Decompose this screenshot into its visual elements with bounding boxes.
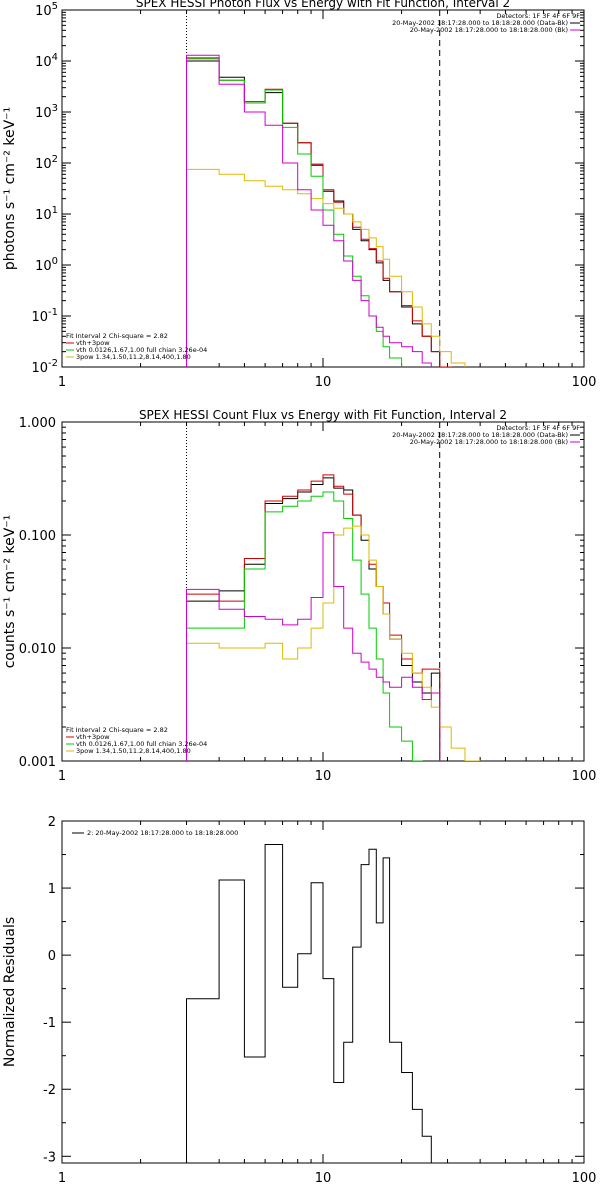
- legend-entry: Fit Interval 2 Chi-square = 2.82: [66, 332, 168, 340]
- y-axis-label: counts s⁻¹ cm⁻² keV⁻¹: [2, 515, 18, 669]
- y-tick-label: 0: [48, 949, 56, 964]
- x-tick-label: 10: [315, 375, 332, 390]
- chart-2: 1 10 100 0.001 0.010 0.100 1.000 SPEX HESSI Cou…: [2, 408, 596, 784]
- legend-entry: vth 0.0126,1.67,1.00 full chian 3.26e-04: [76, 346, 207, 354]
- x-tick-label: 1: [58, 1171, 66, 1186]
- y-tick-label: 1: [48, 882, 56, 897]
- chart-title: SPEX HESSI Photon Flux vs Energy with Fi…: [136, 0, 510, 10]
- legend-entry: Fit Interval 2 Chi-square = 2.82: [66, 726, 168, 734]
- chart-1: 1 10 100 10-2 10-1 100 101 102 103 104 105 SPEX HES…: [2, 0, 596, 390]
- y-tick-label: 2: [48, 815, 56, 830]
- x-tick-label: 100: [572, 769, 597, 784]
- y-tick-label: 102: [35, 154, 58, 172]
- series-data-bk: [186, 477, 441, 761]
- y-tick-label: -3: [43, 1150, 56, 1165]
- y-axis-label: photons s⁻¹ cm⁻² keV⁻¹: [2, 107, 18, 270]
- legend-entry: vth+3pow: [76, 339, 110, 347]
- legend-entry: 20-May-2002 18:17:28.000 to 18:18:28.000…: [410, 26, 568, 34]
- x-tick-label: 10: [315, 769, 332, 784]
- series-3pow: [186, 525, 481, 761]
- legend-entry: 3pow 1.34,1.50,11.2,8.14,400,1.80: [76, 353, 191, 361]
- y-tick-label: 100: [35, 256, 58, 274]
- y-tick-label: 105: [35, 1, 58, 19]
- y-tick-label: 0.001: [19, 755, 56, 770]
- series-vth: [186, 491, 423, 761]
- series-bk: [186, 532, 441, 761]
- series-group: [186, 844, 441, 1163]
- plot-frame: [61, 820, 585, 1164]
- y-tick-label: -2: [43, 1083, 56, 1098]
- y-tick-label: 10-2: [31, 358, 58, 376]
- series-bk: [186, 54, 432, 367]
- series-3pow: [186, 168, 466, 367]
- legend-entry: 20-May-2002 18:17:28.000 to 18:18:28.000…: [392, 431, 568, 439]
- y-tick-label: 104: [35, 52, 58, 70]
- legend-entry: Detectors: 1F 3F 4F 6F 9F: [496, 424, 580, 432]
- y-tick-label: 1.000: [19, 416, 56, 431]
- series-group: [186, 474, 481, 761]
- x-tick-label: 100: [572, 375, 597, 390]
- y-tick-label: 0.010: [19, 642, 56, 657]
- series-residuals: [186, 844, 441, 1163]
- legend-entry: 20-May-2002 18:17:28.000 to 18:18:28.000…: [392, 19, 568, 27]
- legend-entry: vth+3pow: [76, 733, 110, 741]
- chart-title: SPEX HESSI Count Flux vs Energy with Fit…: [139, 408, 507, 422]
- legend-entry: 3pow 1.34,1.50,11.2,8.14,400,1.80: [76, 747, 191, 755]
- legend-entry: vth 0.0126,1.67,1.00 full chian 3.26e-04: [76, 740, 207, 748]
- y-tick-label: 10-1: [31, 307, 58, 325]
- x-tick-label: 100: [572, 1171, 597, 1186]
- y-tick-label: 101: [35, 205, 58, 223]
- series-data-bk: [186, 60, 452, 367]
- chart-3: 1 10 100 -3 -2 -1 0 1 2 Normalized Residuals 2: 20…: [2, 815, 596, 1186]
- series-vth: [186, 58, 403, 367]
- x-tick-label: 10: [315, 1171, 332, 1186]
- y-tick-label: 0.100: [19, 529, 56, 544]
- x-tick-label: 1: [58, 375, 66, 390]
- series-group: [186, 54, 466, 367]
- legend-entry: 20-May-2002 18:17:28.000 to 18:18:28.000…: [410, 438, 568, 446]
- y-tick-label: -1: [43, 1016, 56, 1031]
- series-vth-3pow: [186, 57, 452, 367]
- y-tick-label: 103: [35, 103, 58, 121]
- y-axis-label: Normalized Residuals: [2, 917, 18, 1067]
- legend-entry: Detectors: 1F 3F 4F 6F 9F: [496, 12, 580, 20]
- x-tick-label: 1: [58, 769, 66, 784]
- legend-entry: 2: 20-May-2002 18:17:28.000 to 18:18:28.…: [87, 829, 238, 837]
